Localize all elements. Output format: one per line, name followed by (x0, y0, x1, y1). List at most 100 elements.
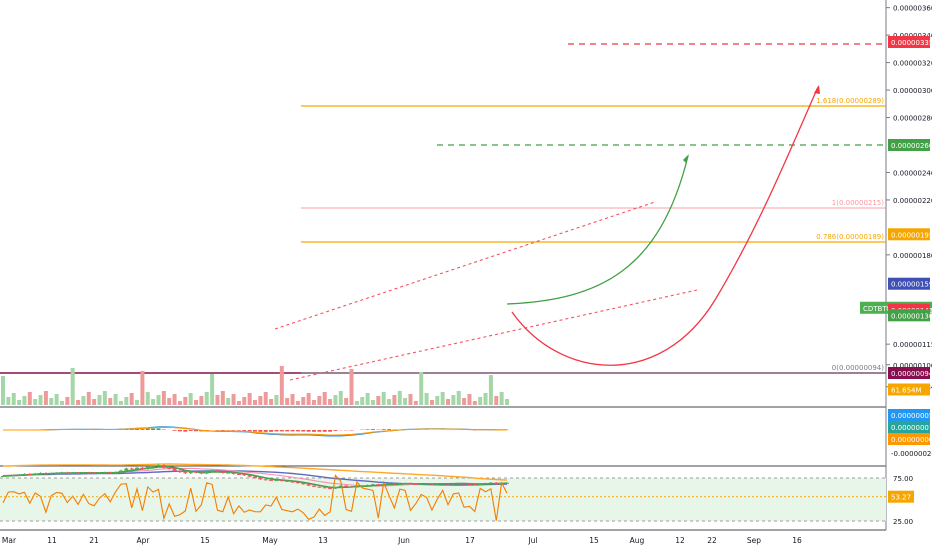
candle-body[interactable] (408, 483, 412, 484)
candle-body[interactable] (441, 483, 445, 484)
candle-body[interactable] (285, 481, 289, 482)
candle-body[interactable] (17, 475, 21, 476)
candle-body[interactable] (425, 484, 429, 485)
candle-body[interactable] (489, 483, 493, 484)
volume-bar (39, 395, 43, 405)
candle-body[interactable] (199, 473, 203, 474)
candle-body[interactable] (457, 483, 461, 484)
candle-body[interactable] (403, 483, 407, 484)
candle-body[interactable] (419, 484, 423, 485)
candle-body[interactable] (65, 472, 69, 473)
candle-body[interactable] (226, 473, 230, 474)
candle-body[interactable] (269, 480, 273, 481)
candle-body[interactable] (296, 482, 300, 483)
candle-body[interactable] (376, 484, 380, 485)
candle-body[interactable] (146, 467, 150, 469)
candle-body[interactable] (328, 488, 332, 489)
candle-body[interactable] (124, 468, 128, 470)
candle-body[interactable] (323, 487, 327, 488)
volume-bar (183, 397, 187, 405)
candle-body[interactable] (387, 483, 391, 484)
candle-body[interactable] (87, 473, 91, 474)
candle-body[interactable] (505, 483, 509, 484)
candle-body[interactable] (398, 484, 402, 485)
candle-body[interactable] (71, 473, 75, 474)
candle-body[interactable] (344, 486, 348, 487)
macd-tick-label: -0.00000020 (891, 450, 932, 458)
candle-body[interactable] (6, 476, 10, 477)
candle-body[interactable] (189, 472, 193, 474)
volume-bar (205, 392, 209, 405)
candle-body[interactable] (76, 473, 80, 474)
candle-body[interactable] (33, 474, 37, 475)
volume-bar (344, 398, 348, 405)
candle-body[interactable] (430, 484, 434, 485)
candle-body[interactable] (473, 484, 477, 485)
candle-body[interactable] (114, 472, 118, 473)
candle-body[interactable] (98, 473, 102, 474)
candle-body[interactable] (484, 483, 488, 484)
candle-body[interactable] (264, 479, 268, 480)
candle-body[interactable] (183, 472, 187, 473)
candle-body[interactable] (451, 484, 455, 485)
candle-body[interactable] (237, 474, 241, 475)
candle-body[interactable] (135, 468, 139, 470)
candle-body[interactable] (194, 472, 198, 473)
candle-body[interactable] (232, 473, 236, 474)
candle-body[interactable] (435, 484, 439, 485)
candle-body[interactable] (119, 471, 123, 473)
volume-bar (301, 397, 305, 405)
candle-body[interactable] (253, 477, 257, 478)
volume-bar (173, 394, 177, 405)
candle-body[interactable] (366, 485, 370, 486)
candle-body[interactable] (446, 483, 450, 484)
candle-body[interactable] (178, 471, 182, 473)
candle-body[interactable] (494, 483, 498, 485)
candle-body[interactable] (462, 483, 466, 484)
candle-body[interactable] (130, 468, 134, 469)
candle-body[interactable] (215, 470, 219, 471)
candle-body[interactable] (248, 475, 252, 476)
candle-body[interactable] (108, 472, 112, 473)
candle-body[interactable] (22, 474, 26, 475)
volume-bar (189, 393, 193, 405)
candle-body[interactable] (28, 474, 32, 475)
candle-body[interactable] (156, 465, 160, 466)
candle-body[interactable] (173, 468, 177, 470)
candle-body[interactable] (221, 472, 225, 473)
candle-body[interactable] (151, 466, 155, 467)
candle-body[interactable] (55, 473, 59, 474)
candle-body[interactable] (12, 475, 16, 476)
candle-body[interactable] (39, 473, 43, 474)
candle-body[interactable] (291, 482, 295, 483)
candle-body[interactable] (350, 486, 354, 487)
candle-body[interactable] (140, 468, 144, 469)
candle-body[interactable] (44, 473, 48, 474)
candle-body[interactable] (312, 486, 316, 487)
candle-body[interactable] (280, 480, 284, 481)
candle-body[interactable] (301, 483, 305, 484)
candle-body[interactable] (258, 478, 262, 479)
candle-body[interactable] (92, 473, 96, 474)
candle-body[interactable] (81, 473, 85, 474)
candle-body[interactable] (274, 480, 278, 481)
candle-body[interactable] (242, 474, 246, 475)
candle-body[interactable] (414, 484, 418, 485)
candle-body[interactable] (392, 483, 396, 484)
candle-body[interactable] (167, 468, 171, 469)
candle-body[interactable] (467, 484, 471, 485)
candle-body[interactable] (49, 473, 53, 474)
macd-histogram-bar (371, 429, 375, 430)
candle-body[interactable] (1, 476, 5, 477)
candle-body[interactable] (205, 472, 209, 474)
candle-body[interactable] (371, 484, 375, 485)
candle-body[interactable] (103, 472, 107, 473)
candle-body[interactable] (210, 470, 214, 472)
candle-body[interactable] (478, 484, 482, 485)
candle-body[interactable] (317, 487, 321, 488)
candle-body[interactable] (60, 472, 64, 473)
candle-body[interactable] (307, 484, 311, 485)
candle-body[interactable] (162, 465, 166, 468)
